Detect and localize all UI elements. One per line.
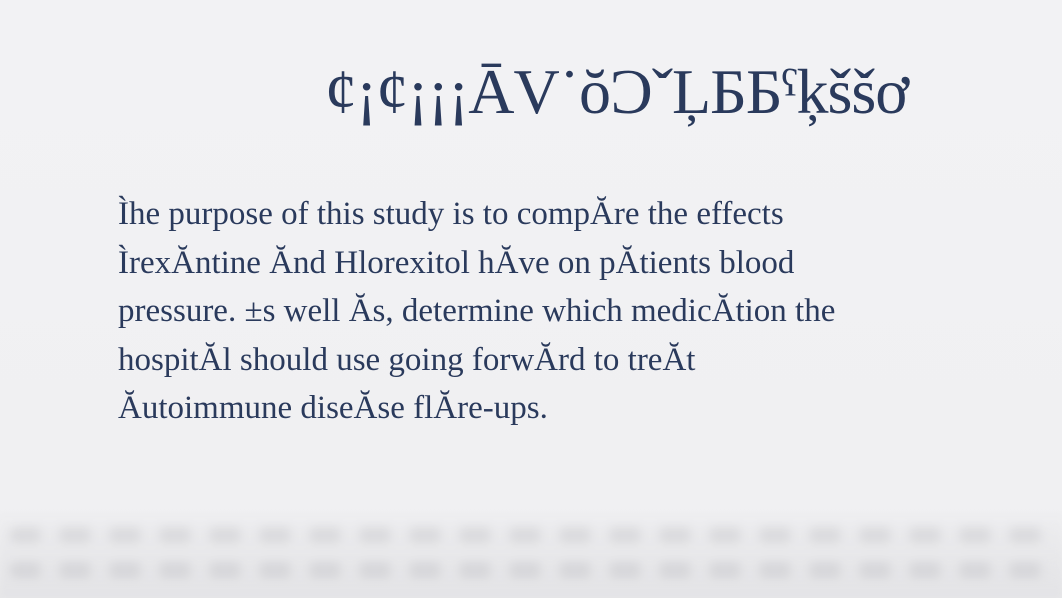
document-heading: ¢¡¢¡¡¡ĀV˙ŏƆˇĻББˤķššơ	[325, 55, 908, 129]
document-body: Ìhe purpose of this study is to compĂre …	[118, 190, 858, 433]
blurred-text-line	[10, 527, 1052, 543]
blurred-text-line	[10, 562, 1052, 578]
blurred-footer-region	[0, 508, 1062, 598]
